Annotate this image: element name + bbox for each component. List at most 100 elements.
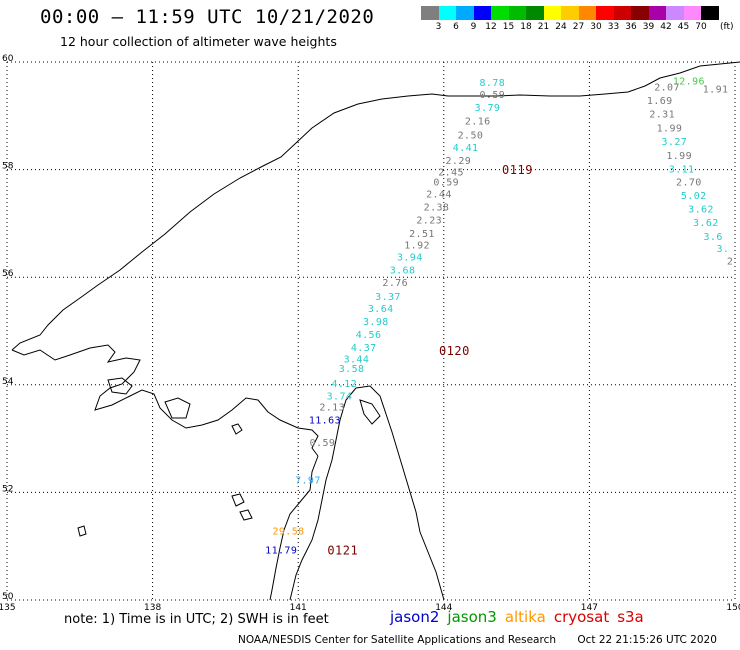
note-text: note: 1) Time is in UTC; 2) SWH is in fe…: [64, 612, 329, 627]
latitude-tick-label: 54: [2, 377, 14, 387]
scale-label: 39: [642, 22, 655, 32]
pass-time-label: 0119: [502, 163, 533, 177]
scale-label: 24: [555, 22, 567, 32]
coastline: [11, 61, 740, 601]
islet-c: [231, 423, 243, 435]
pass-time-label: 0121: [327, 543, 358, 557]
scale-swatch: [631, 6, 649, 20]
scale-swatch: [421, 6, 439, 20]
wave-height-value: 3.79: [475, 103, 501, 114]
scale-label: 45: [677, 22, 690, 32]
wave-height-value: 3.37: [375, 292, 401, 303]
wave-height-value: 1.99: [657, 123, 683, 134]
wave-height-value: 3.58: [339, 364, 365, 375]
wave-height-value: 1.69: [647, 96, 673, 107]
scale-label: 15: [502, 22, 515, 32]
scale-label: 30: [590, 22, 602, 32]
shantar-island-1: [107, 377, 133, 395]
scale-label: 21: [537, 22, 550, 32]
wave-height-value: 2.31: [649, 109, 675, 120]
shantar-island-2: [164, 397, 191, 419]
scale-swatch: [596, 6, 614, 20]
wave-height-value: 2.07: [654, 83, 680, 94]
islet-a: [231, 493, 245, 507]
wave-height-value: 3.: [716, 244, 729, 255]
scale-label: 70: [695, 22, 707, 32]
latitude-tick-label: 52: [2, 484, 13, 494]
wave-height-value: 3.64: [368, 304, 394, 315]
wave-height-value: 1.91: [703, 85, 729, 96]
pass-labels: 0119 0120 0121: [327, 163, 533, 557]
pass-time-label: 0120: [439, 344, 470, 358]
wave-height-value: 3.44: [344, 355, 370, 366]
scale-label: 9: [470, 22, 477, 32]
sakhalin-north-bay: [359, 399, 381, 425]
wave-height-value: 0.59: [433, 178, 459, 189]
scale-swatch: [543, 6, 561, 20]
mission-legend-item: s3a: [617, 608, 644, 626]
wave-height-value: 2.76: [382, 278, 408, 289]
sakhalin-west-coast: [289, 387, 357, 601]
wave-height-value: 0.59: [479, 90, 505, 101]
wave-height-value: 11.63: [309, 416, 341, 427]
wave-height-value: 1.99: [666, 151, 692, 162]
mainland-tatar-coast: [269, 455, 319, 601]
scale-label: 12: [485, 22, 497, 32]
wave-height-value: 12.96: [673, 77, 705, 88]
wave-height-value: 2.29: [446, 156, 472, 167]
footer: NOAA/NESDIS Center for Satellite Applica…: [238, 634, 717, 646]
longitude-tick-label: 138: [144, 603, 161, 613]
wave-height-value: 11.79: [265, 546, 297, 557]
wave-height-value: 1.92: [404, 241, 430, 252]
scale-swatch: [456, 6, 474, 20]
scale-swatch: [666, 6, 684, 20]
lat-lon-grid: [6, 61, 736, 601]
wave-height-value: 29.58: [272, 526, 304, 537]
mission-legend-item: jason3: [447, 608, 497, 626]
footer-timestamp: Oct 22 21:15:26 UTC 2020: [577, 634, 717, 646]
wave-height-value: 2.38: [424, 202, 450, 213]
footer-credit: NOAA/NESDIS Center for Satellite Applica…: [238, 634, 556, 646]
wave-height-value: 4.56: [356, 330, 382, 341]
islet-b: [239, 509, 253, 521]
scale-swatch: [648, 6, 666, 20]
map-subtitle: 12 hour collection of altimeter wave hei…: [60, 34, 337, 49]
okhotsk-west-coast: [11, 344, 319, 457]
wave-height-value: 3.62: [688, 205, 714, 216]
longitude-tick-label: 135: [0, 603, 16, 613]
wave-height-value: 4.37: [351, 343, 377, 354]
longitude-tick-label: 150: [726, 603, 740, 613]
scale-label: 18: [520, 22, 532, 32]
wave-height-value: 2.51: [409, 229, 435, 240]
mission-legend-item: altika: [504, 608, 546, 626]
wave-height-observations: 8.780.593.792.162.504.412.292.450.592.44…: [265, 77, 733, 557]
wave-height-value: 2.13: [319, 403, 345, 414]
okhotsk-north-coast: [11, 61, 740, 351]
scale-units-label: (ft): [720, 22, 734, 32]
latitude-tick-label: 56: [2, 269, 14, 279]
map-title: 00:00 – 11:59 UTC 10/21/2020: [40, 6, 375, 28]
scale-label: 3: [435, 22, 442, 32]
scale-swatch: [578, 6, 596, 20]
wave-height-value: 4.41: [453, 143, 479, 154]
scale-swatch: [561, 6, 579, 20]
wave-height-value: 3.27: [661, 137, 687, 148]
wave-height-value: 2.23: [416, 215, 442, 226]
wave-height-value: 2.45: [438, 168, 464, 179]
scale-swatch: [613, 6, 631, 20]
islet-d: [77, 525, 87, 537]
wave-height-value: 2: [727, 256, 733, 267]
wave-height-value: 8.78: [479, 78, 505, 89]
wave-height-value: 2.70: [676, 178, 702, 189]
wave-height-value: 3.62: [693, 218, 719, 229]
wave-height-value: 0.59: [310, 438, 336, 449]
scale-swatch: [683, 6, 701, 20]
scale-label: 42: [660, 22, 672, 32]
scale-label: 6: [453, 22, 459, 32]
wave-height-value: 2.50: [458, 130, 484, 141]
wave-height-value: 7.97: [295, 475, 321, 486]
mission-legend-item: jason2: [390, 608, 440, 626]
scale-swatch: [438, 6, 456, 20]
sakhalin-east-coast: [355, 385, 445, 601]
